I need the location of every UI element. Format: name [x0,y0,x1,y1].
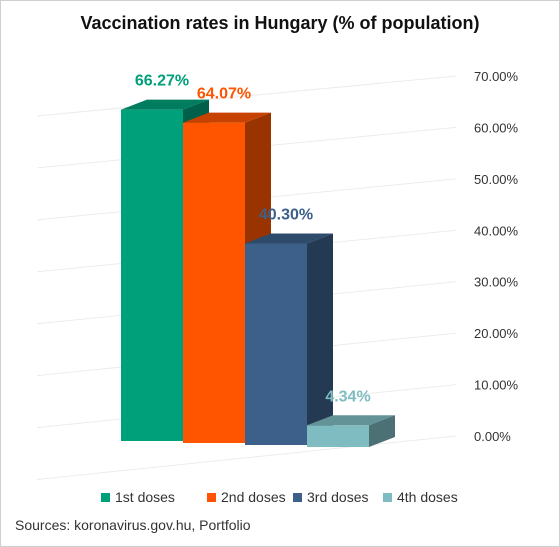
legend-label-2: 2nd doses [221,489,286,505]
chart-title: Vaccination rates in Hungary (% of popul… [80,13,480,33]
bar-1-top [121,99,209,110]
data-label-4: 4.34% [325,388,370,405]
y-tick-label: 60.00% [474,120,519,135]
source-note: Sources: koronavirus.gov.hu, Portfolio [15,517,251,533]
y-tick-label: 50.00% [474,172,519,187]
legend-swatch-4 [383,493,392,502]
legend-label-3: 3rd doses [307,489,368,505]
bar-2-front [183,122,245,444]
legend-swatch-1 [101,493,110,502]
bar-2-top [183,112,271,123]
data-label-2: 64.07% [197,86,251,103]
y-tick-label: 10.00% [474,378,519,393]
bar-4-side [369,415,395,447]
bar-4-top [307,415,395,426]
bar-3-top [245,233,333,244]
y-tick-label: 40.00% [474,223,519,238]
gridline [36,75,457,117]
legend-label-4: 4th doses [397,489,458,505]
legend-swatch-2 [207,493,216,502]
y-tick-label: 70.00% [474,69,519,84]
data-label-1: 66.27% [135,73,189,90]
data-label-3: 40.30% [259,207,313,224]
bar-3-side [307,233,333,445]
y-tick-label: 0.00% [474,429,511,444]
legend-swatch-3 [293,493,302,502]
gridline [36,435,457,480]
legend-label-1: 1st doses [115,489,175,505]
y-tick-label: 20.00% [474,326,519,341]
bar-3-front [245,243,307,445]
y-tick-label: 30.00% [474,275,519,290]
bar-4-front [307,425,369,447]
bar-1-front [121,109,183,442]
